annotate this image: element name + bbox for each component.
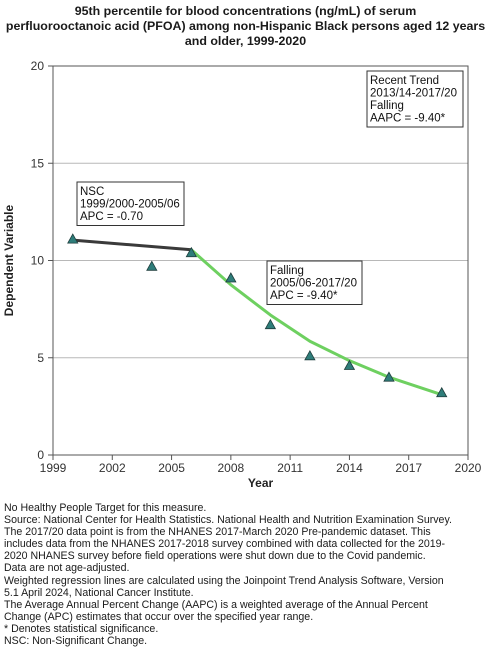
annotation-text: Falling — [270, 265, 304, 277]
x-tick-label: 2014 — [336, 461, 363, 475]
chart-title-line-1: 95th percentile for blood concentrations… — [74, 4, 417, 18]
x-tick-label: 2005 — [158, 461, 185, 475]
x-tick-label: 2017 — [395, 461, 422, 475]
footnote-line: The 2017/20 data point is from the NHANE… — [4, 526, 431, 539]
trend-line-nsc — [71, 238, 193, 252]
chart-title: 95th percentile for blood concentrations… — [0, 4, 491, 49]
x-tick-label: 2008 — [218, 461, 245, 475]
data-point — [185, 246, 198, 258]
annotation-text: APC = -0.70 — [80, 211, 143, 223]
footnote-line: 5.1 April 2024, National Cancer Institut… — [4, 586, 194, 599]
data-point — [436, 386, 448, 398]
x-tick-label: 2020 — [455, 461, 482, 475]
annotation-text: NSC — [80, 186, 104, 198]
footnote-line: NSC: Non-Significant Change. — [4, 635, 148, 647]
x-tick-label: 2011 — [277, 461, 303, 475]
x-axis-label: Year — [248, 476, 274, 490]
annotation-box-nsc — [76, 181, 185, 226]
footnote-line: includes data from the NHANES 2017-2018 … — [4, 538, 446, 551]
chart-svg: 0 5 10 15 20 1999 2002 2005 2008 2011 2014 2017 2020… — [2, 59, 482, 490]
annotation-text: 1999/2000-2005/06 — [80, 199, 180, 211]
footnote-line: Change (APC) estimates that occur over t… — [4, 610, 314, 623]
y-tick-label: 20 — [31, 59, 45, 73]
data-point — [67, 233, 79, 244]
y-tick-label: 15 — [31, 156, 45, 170]
annotation-text: AAPC = -9.40* — [370, 113, 446, 125]
y-axis-label: Dependent Variable — [2, 204, 16, 316]
y-tick-label: 10 — [31, 254, 45, 268]
footnote-line: Data are not age-adjusted. — [4, 562, 130, 575]
chart-title-line-3: and older, 1999-2020 — [184, 34, 307, 48]
x-tick-label: 1999 — [40, 461, 67, 475]
data-point — [383, 371, 395, 382]
footnote-line: Source: National Center for Health Stati… — [4, 514, 452, 527]
chart-title-line-2: perfluorooctanoic acid (PFOA) among non-… — [5, 19, 486, 33]
y-tick-label: 0 — [37, 448, 44, 462]
data-point — [225, 272, 237, 283]
annotation-text: Recent Trend — [370, 75, 439, 87]
annotation-text: Falling — [370, 100, 404, 112]
footnote-line: * Denotes statistical significance. — [4, 622, 159, 635]
annotation-text: APC = -9.40* — [270, 290, 338, 302]
annotation-box-falling — [266, 260, 363, 305]
data-point — [264, 318, 277, 330]
data-point — [343, 359, 356, 370]
data-point — [146, 260, 158, 271]
footnote-line: No Healthy People Target for this measur… — [4, 502, 207, 514]
y-tick-label: 5 — [37, 351, 44, 365]
annotation-box-recent — [366, 70, 464, 128]
data-point — [304, 349, 316, 361]
annotation-text: 2013/14-2017/20 — [370, 88, 457, 100]
footnote-line: 2020 NHANES survey before field operatio… — [4, 550, 426, 563]
x-tick-label: 2002 — [99, 461, 126, 475]
footnote-line: The Average Annual Percent Change (AAPC)… — [4, 598, 428, 611]
footnote-line: Weighted regression lines are calculated… — [4, 574, 444, 587]
footnotes: No Healthy People Target for this measur… — [4, 502, 488, 647]
annotation-text: 2005/06-2017/20 — [270, 278, 357, 290]
